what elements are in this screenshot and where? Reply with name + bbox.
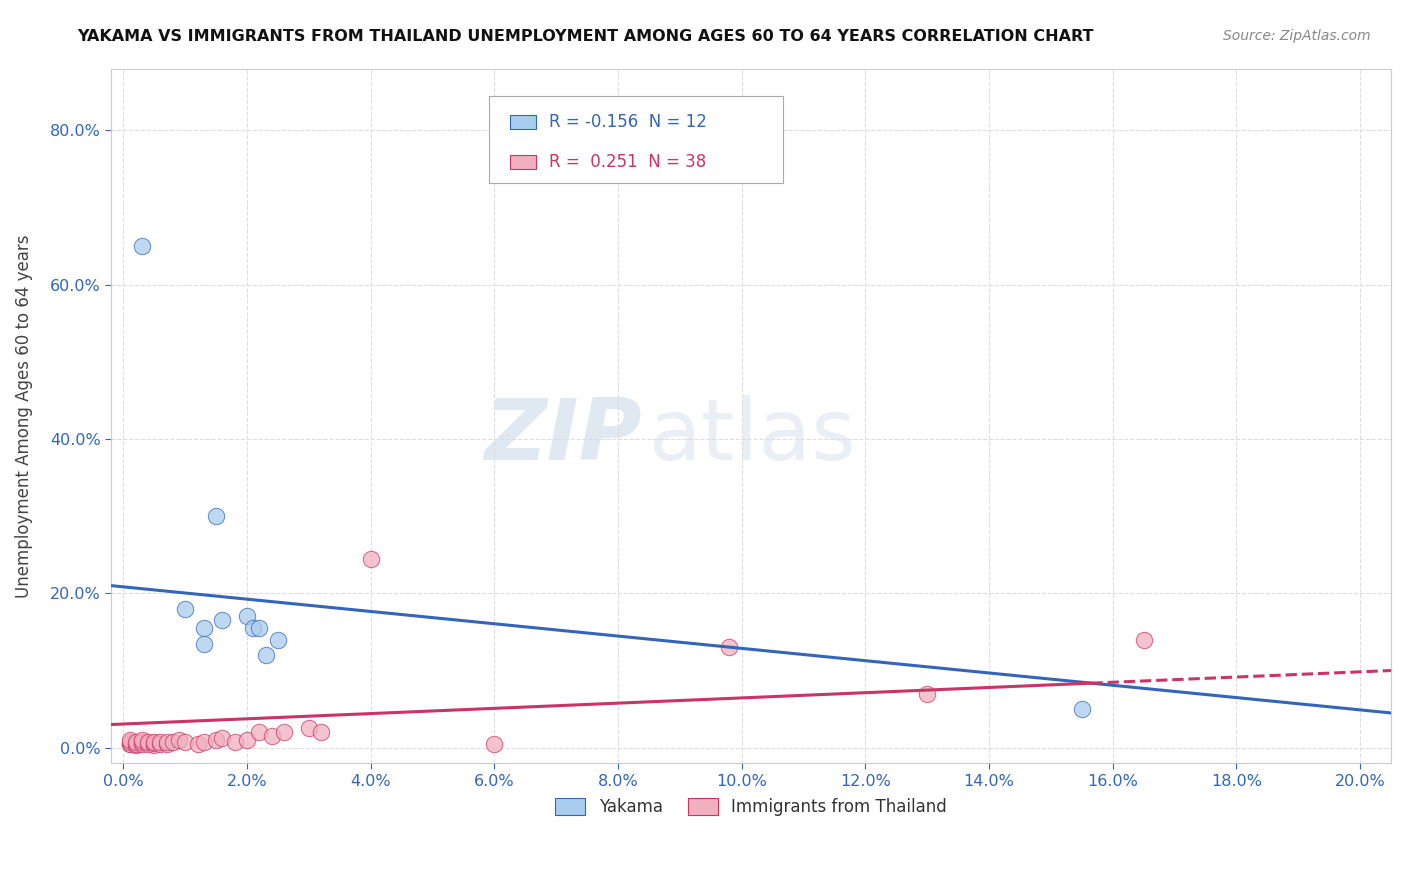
Point: [298, 722, 321, 736]
FancyBboxPatch shape: [488, 96, 783, 183]
Point: [131, 735, 153, 749]
Point: [236, 609, 259, 624]
Point: [174, 734, 197, 748]
Point: [174, 601, 197, 615]
Point: [143, 739, 166, 753]
Point: [149, 737, 172, 751]
Point: [131, 733, 153, 747]
Point: [162, 735, 184, 749]
Point: [360, 551, 382, 566]
Point: [136, 737, 159, 751]
Text: Source: ZipAtlas.com: Source: ZipAtlas.com: [1223, 29, 1371, 43]
Legend: Yakama, Immigrants from Thailand: Yakama, Immigrants from Thailand: [547, 789, 955, 824]
Point: [484, 737, 506, 751]
Point: [131, 239, 153, 253]
Point: [242, 621, 264, 635]
Point: [118, 737, 141, 751]
Point: [167, 733, 190, 747]
Point: [118, 737, 141, 751]
Point: [1132, 632, 1154, 647]
Point: [247, 621, 270, 635]
Point: [236, 733, 259, 747]
Point: [125, 734, 148, 748]
Point: [143, 734, 166, 748]
Point: [205, 733, 228, 747]
Point: [254, 648, 277, 662]
Point: [224, 734, 246, 748]
Point: [205, 509, 228, 524]
Bar: [510, 155, 536, 169]
Point: [125, 739, 148, 753]
Point: [125, 737, 148, 751]
Text: atlas: atlas: [648, 395, 856, 478]
Point: [131, 737, 153, 751]
Point: [136, 735, 159, 749]
Point: [273, 725, 295, 739]
Point: [193, 636, 215, 650]
Point: [149, 734, 172, 748]
Point: [309, 725, 332, 739]
Text: R =  0.251  N = 38: R = 0.251 N = 38: [548, 153, 706, 171]
Point: [267, 632, 290, 647]
Point: [156, 734, 179, 748]
Point: [211, 613, 233, 627]
Point: [915, 687, 938, 701]
Point: [186, 737, 208, 751]
Text: YAKAMA VS IMMIGRANTS FROM THAILAND UNEMPLOYMENT AMONG AGES 60 TO 64 YEARS CORREL: YAKAMA VS IMMIGRANTS FROM THAILAND UNEMP…: [77, 29, 1094, 44]
Point: [260, 729, 283, 743]
Point: [193, 734, 215, 748]
Point: [1070, 702, 1092, 716]
Text: R = -0.156  N = 12: R = -0.156 N = 12: [548, 113, 707, 131]
Point: [193, 621, 215, 635]
Text: ZIP: ZIP: [485, 395, 643, 478]
Point: [118, 733, 141, 747]
Point: [143, 736, 166, 750]
Point: [718, 640, 741, 655]
Point: [156, 737, 179, 751]
Point: [118, 735, 141, 749]
Y-axis label: Unemployment Among Ages 60 to 64 years: Unemployment Among Ages 60 to 64 years: [15, 234, 32, 598]
Point: [211, 731, 233, 746]
Bar: [510, 115, 536, 129]
Point: [247, 725, 270, 739]
